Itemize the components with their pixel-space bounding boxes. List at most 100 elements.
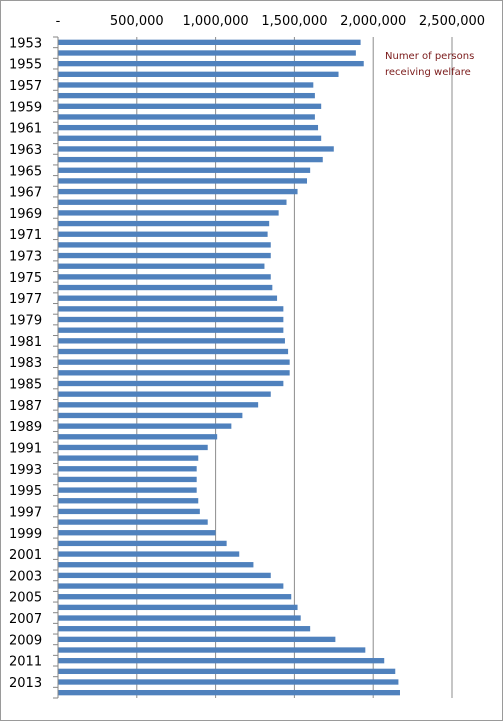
bars bbox=[58, 39, 400, 696]
bar-1981 bbox=[58, 338, 285, 344]
bar-2001 bbox=[58, 551, 240, 557]
bar-1975 bbox=[58, 274, 271, 280]
bar-1955 bbox=[58, 60, 364, 67]
bar-2000 bbox=[58, 540, 227, 547]
bar-2005 bbox=[58, 594, 292, 600]
bar-1960 bbox=[58, 114, 315, 120]
bar-1985 bbox=[58, 380, 284, 387]
bar-1961 bbox=[58, 124, 319, 131]
bar-1964 bbox=[58, 156, 323, 163]
bar-1983 bbox=[58, 359, 290, 365]
bar-2013 bbox=[58, 679, 399, 685]
bar-1956 bbox=[58, 71, 339, 77]
y-tick-label: 2009 bbox=[9, 633, 42, 648]
bar-2006 bbox=[58, 604, 298, 611]
y-tick-label: 2011 bbox=[9, 655, 42, 670]
bar-2012 bbox=[58, 668, 396, 675]
bar-1954 bbox=[58, 50, 356, 56]
bar-1971 bbox=[58, 231, 268, 237]
y-tick-label: 1965 bbox=[9, 164, 42, 179]
bar-1994 bbox=[58, 476, 197, 483]
bar-1979 bbox=[58, 316, 284, 323]
y-tick-label: 1979 bbox=[9, 314, 42, 329]
bar-1963 bbox=[58, 146, 334, 152]
bar-2007 bbox=[58, 615, 301, 621]
y-tick-label: 1993 bbox=[9, 463, 42, 478]
bar-1970 bbox=[58, 220, 270, 227]
y-tick-label: 1989 bbox=[9, 420, 42, 435]
y-tick-label: 1999 bbox=[9, 527, 42, 542]
bar-1976 bbox=[58, 284, 273, 291]
bar-1953 bbox=[58, 39, 361, 45]
bar-1958 bbox=[58, 92, 315, 99]
bar-1991 bbox=[58, 444, 208, 451]
y-tick-label: 1995 bbox=[9, 484, 42, 499]
y-tick-label: 1967 bbox=[9, 186, 42, 201]
axes bbox=[53, 36, 59, 699]
bar-2003 bbox=[58, 572, 271, 579]
bar-1972 bbox=[58, 242, 271, 248]
bar-1999 bbox=[58, 530, 216, 536]
x-tick-label: 2,000,000 bbox=[340, 14, 406, 29]
x-tick-label: - bbox=[56, 14, 61, 29]
y-tick-label: 1969 bbox=[9, 207, 42, 222]
bar-2002 bbox=[58, 562, 254, 568]
bar-1984 bbox=[58, 370, 290, 376]
y-tick-label: 1961 bbox=[9, 122, 42, 137]
bar-1986 bbox=[58, 391, 271, 397]
y-tick-label: 1975 bbox=[9, 271, 42, 286]
bar-1969 bbox=[58, 210, 279, 216]
y-tick-label: 1987 bbox=[9, 399, 42, 414]
y-tick-label: 1991 bbox=[9, 441, 42, 456]
y-tick-label: 2013 bbox=[9, 676, 42, 691]
y-tick-label: 1953 bbox=[9, 36, 42, 51]
bar-1988 bbox=[58, 412, 243, 419]
y-tick-label: 1955 bbox=[9, 58, 42, 73]
series-annotation: Numer of persons receiving welfare bbox=[385, 51, 475, 78]
bar-1982 bbox=[58, 348, 289, 355]
bar-1990 bbox=[58, 434, 218, 440]
x-tick-label: 1,500,000 bbox=[261, 14, 327, 29]
x-tick-labels: - 500,000 1,000,000 1,500,000 2,000,000 2,500… bbox=[56, 14, 485, 29]
bar-1962 bbox=[58, 135, 322, 141]
y-tick-label: 1963 bbox=[9, 143, 42, 158]
bar-2008 bbox=[58, 626, 311, 632]
bar-1978 bbox=[58, 306, 284, 312]
bar-1973 bbox=[58, 252, 271, 259]
y-tick-label: 1971 bbox=[9, 228, 42, 243]
bar-1998 bbox=[58, 519, 208, 525]
bar-1968 bbox=[58, 199, 287, 205]
bar-2009 bbox=[58, 636, 336, 643]
bar-1987 bbox=[58, 402, 259, 408]
y-tick-label: 1957 bbox=[9, 79, 42, 94]
bar-2014 bbox=[58, 690, 400, 696]
bar-2004 bbox=[58, 583, 284, 589]
bar-1967 bbox=[58, 188, 298, 195]
y-tick-label: 2005 bbox=[9, 591, 42, 606]
bar-1996 bbox=[58, 498, 199, 504]
bar-1965 bbox=[58, 167, 311, 173]
bar-1974 bbox=[58, 263, 265, 269]
bar-1993 bbox=[58, 466, 197, 472]
y-tick-label: 2007 bbox=[9, 612, 42, 627]
bar-2010 bbox=[58, 647, 366, 653]
bar-1966 bbox=[58, 178, 308, 184]
bar-1992 bbox=[58, 455, 199, 461]
bar-1957 bbox=[58, 82, 314, 88]
bar-1989 bbox=[58, 423, 232, 429]
y-tick-label: 2003 bbox=[9, 569, 42, 584]
y-tick-label: 1981 bbox=[9, 335, 42, 350]
y-tick-label: 1977 bbox=[9, 292, 42, 307]
bar-1980 bbox=[58, 327, 284, 333]
y-tick-label: 1985 bbox=[9, 377, 42, 392]
bar-1995 bbox=[58, 487, 197, 493]
bar-2011 bbox=[58, 658, 385, 664]
y-tick-label: 1973 bbox=[9, 250, 42, 265]
y-tick-labels: 1953 1955 1957 1959 1961 1963 1965 1967 1969 1971… bbox=[9, 36, 42, 691]
x-tick-label: 500,000 bbox=[110, 14, 164, 29]
x-tick-label: 1,000,000 bbox=[183, 14, 249, 29]
x-tick-label: 2,500,000 bbox=[419, 14, 485, 29]
y-tick-label: 1959 bbox=[9, 100, 42, 115]
bar-1997 bbox=[58, 508, 200, 515]
